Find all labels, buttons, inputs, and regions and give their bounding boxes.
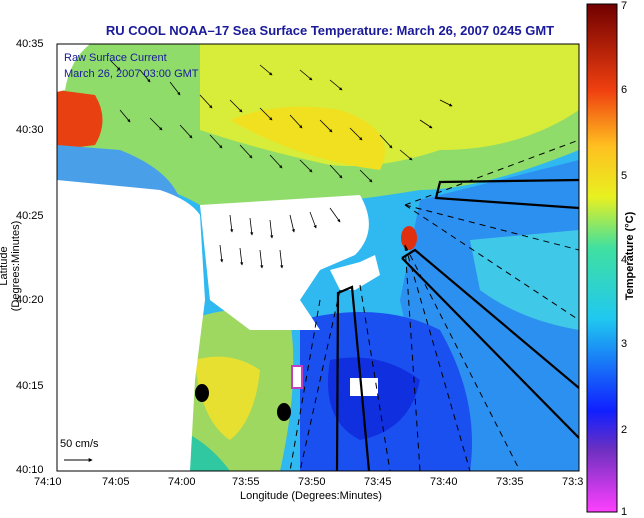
colorbar-tick: 4 [621, 254, 628, 266]
y-tick: 40:10 [16, 464, 44, 476]
survey-boxes [335, 178, 579, 471]
colorbar-label: Temperature (°C) [624, 211, 636, 301]
colorbar-tick: 3 [621, 338, 628, 350]
radial-lines [289, 139, 579, 471]
overlay-line1: Raw Surface Current [64, 52, 167, 64]
colorbar [586, 3, 618, 513]
y-tick: 40:35 [16, 38, 44, 50]
x-tick: 74:05 [102, 476, 130, 488]
x-tick: 73:50 [298, 476, 326, 488]
y-tick: 40:20 [16, 294, 44, 306]
colorbar-tick: 7 [621, 0, 628, 12]
x-tick: 73:35 [496, 476, 524, 488]
map-title: RU COOL NOAA–17 Sea Surface Temperature:… [105, 23, 555, 38]
current-vectors [109, 59, 453, 269]
scale-label: 50 cm/s [60, 438, 99, 450]
x-tick: 73:55 [232, 476, 260, 488]
x-tick: 73:40 [430, 476, 458, 488]
x-tick: 73:3 [562, 476, 584, 488]
overlay-line2: March 26, 2007 03:00 GMT [64, 68, 199, 80]
x-tick: 74:10 [34, 476, 62, 488]
colorbar-tick: 6 [621, 84, 628, 96]
x-axis-label: Longitude (Degrees:Minutes) [240, 490, 382, 502]
y-tick: 40:30 [16, 124, 44, 136]
colorbar-tick: 5 [621, 170, 628, 182]
y-tick: 40:15 [16, 380, 44, 392]
y-axis-label: Latitude (Degrees:Minutes) [0, 220, 22, 312]
colorbar-tick: 2 [621, 424, 628, 436]
y-tick: 40:25 [16, 210, 44, 222]
x-tick: 74:00 [168, 476, 196, 488]
colorbar-tick: 1 [621, 506, 628, 518]
map-frame [56, 43, 580, 472]
sst-field [57, 44, 579, 471]
x-tick: 73:45 [364, 476, 392, 488]
